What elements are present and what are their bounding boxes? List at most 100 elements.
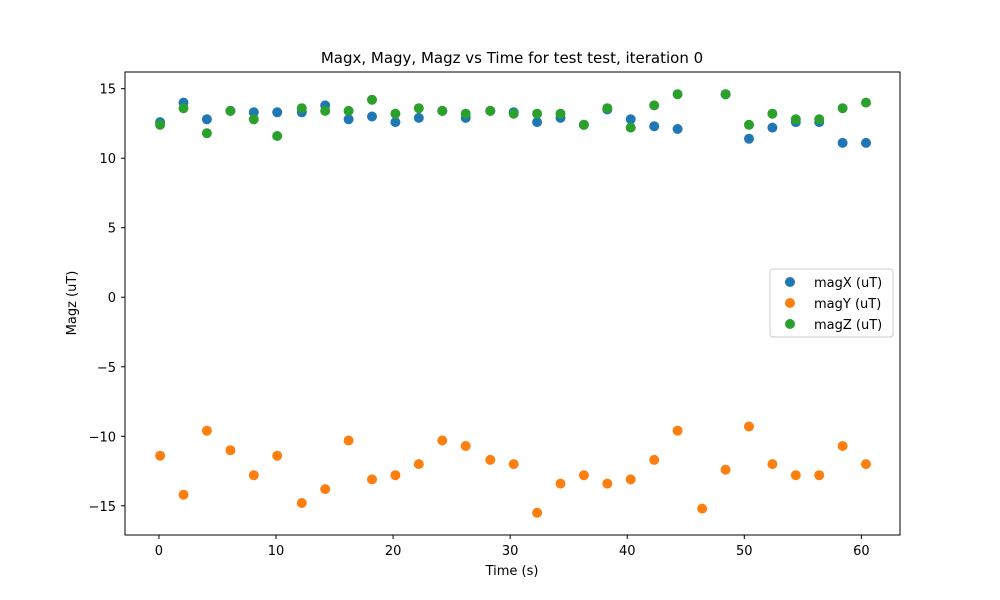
data-point (248, 470, 259, 481)
data-point (413, 112, 424, 123)
data-point (272, 107, 283, 118)
data-point (578, 470, 589, 481)
data-point (649, 121, 660, 132)
data-point (532, 108, 543, 119)
data-point (367, 94, 377, 105)
legend-marker (785, 277, 795, 287)
x-tick-label: 20 (385, 544, 402, 559)
legend-label: magY (uT) (814, 297, 881, 312)
y-tick-label: −15 (89, 500, 116, 515)
data-point (201, 114, 212, 125)
data-point (178, 103, 189, 114)
data-point (248, 107, 259, 118)
x-tick-label: 0 (155, 544, 163, 559)
data-point (602, 478, 613, 489)
data-point (767, 108, 778, 119)
data-point (437, 105, 448, 116)
data-point (767, 459, 778, 470)
data-point (272, 450, 283, 461)
data-point (672, 89, 683, 100)
data-point (155, 450, 166, 461)
data-point (343, 105, 354, 116)
data-point (837, 441, 848, 451)
points-layer (155, 89, 871, 518)
data-point (367, 111, 377, 122)
data-point (649, 100, 660, 111)
data-point (272, 131, 283, 141)
x-axis: 0 10 20 30 40 50 60 (155, 535, 870, 559)
data-point (532, 117, 543, 128)
plot-frame (124, 71, 901, 536)
legend-marker (785, 298, 795, 308)
y-tick-label: −10 (89, 430, 116, 445)
data-point (861, 137, 871, 148)
data-point (343, 435, 354, 446)
data-point (201, 128, 212, 139)
data-point (320, 484, 331, 495)
data-point (837, 103, 848, 114)
y-tick-label: 15 (99, 83, 116, 98)
legend-label: magX (uT) (814, 276, 882, 291)
data-point (555, 478, 566, 489)
data-point (485, 105, 496, 116)
data-point (413, 103, 424, 114)
data-point (790, 114, 801, 125)
data-point (320, 105, 331, 116)
x-tick-label: 40 (619, 544, 636, 559)
data-point (248, 114, 259, 125)
data-point (437, 435, 448, 446)
data-point (672, 124, 683, 134)
y-tick-label: 10 (99, 152, 116, 167)
legend-label: magZ (uT) (814, 318, 882, 333)
data-point (672, 425, 683, 436)
data-point (460, 441, 471, 451)
data-point (861, 459, 871, 470)
data-point (790, 470, 801, 481)
x-tick-label: 10 (268, 544, 285, 559)
y-tick-label: 0 (108, 291, 116, 306)
data-point (697, 503, 708, 514)
y-tick-label: −5 (97, 361, 116, 376)
data-point (814, 114, 825, 125)
data-point (814, 470, 825, 481)
data-point (625, 122, 636, 133)
data-point (625, 474, 636, 485)
data-point (508, 108, 519, 119)
data-point (555, 108, 566, 119)
data-point (744, 133, 754, 144)
x-tick-label: 60 (853, 544, 870, 559)
x-tick-label: 30 (502, 544, 519, 559)
legend-marker (785, 319, 795, 329)
x-axis-label: Time (s) (485, 564, 539, 579)
data-point (155, 119, 166, 130)
data-point (508, 459, 519, 470)
chart-title: Magx, Magy, Magz vs Time for test test, … (321, 49, 703, 67)
data-point (532, 507, 543, 518)
data-point (225, 105, 236, 116)
data-point (861, 97, 871, 108)
data-point (390, 117, 401, 128)
data-point (178, 489, 189, 500)
data-point (201, 425, 212, 436)
y-axis: −15 −10 −5 0 5 10 15 (89, 83, 125, 515)
data-point (390, 470, 401, 481)
data-point (720, 464, 731, 475)
y-axis-label: Magz (uT) (65, 271, 80, 336)
legend: magX (uT) magY (uT) magZ (uT) (769, 268, 894, 338)
data-point (225, 445, 236, 456)
data-point (460, 108, 471, 119)
data-point (296, 498, 307, 508)
data-point (296, 103, 307, 114)
data-point (649, 454, 660, 465)
data-point (720, 89, 731, 100)
data-point (485, 454, 496, 465)
y-tick-label: 5 (108, 222, 116, 237)
data-point (602, 103, 613, 114)
data-point (744, 421, 754, 432)
data-point (625, 114, 636, 125)
data-point (413, 459, 424, 470)
x-tick-label: 50 (736, 544, 753, 559)
data-point (578, 119, 589, 130)
data-point (367, 474, 377, 485)
